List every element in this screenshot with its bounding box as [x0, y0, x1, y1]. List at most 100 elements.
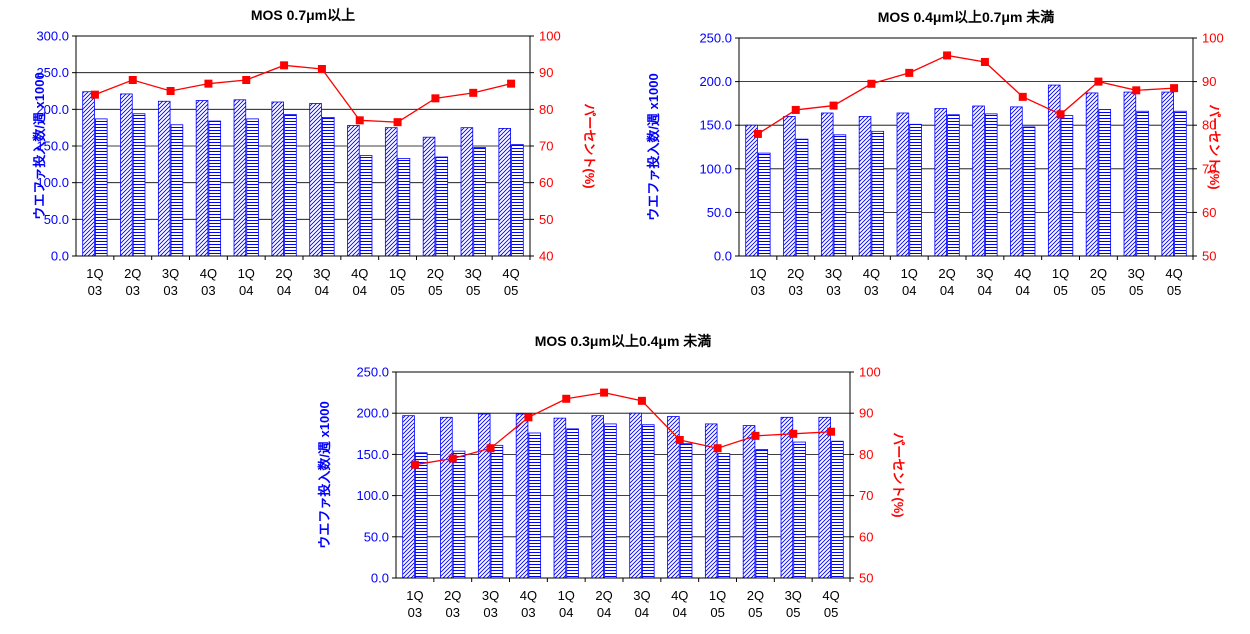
bar-diagonal-hatch [591, 415, 604, 579]
category-label: 4Q 05 [1165, 266, 1182, 298]
right-tick-label: 90 [1202, 74, 1216, 89]
category-label: 3Q 05 [1128, 266, 1145, 298]
bar-horizontal-hatch [511, 144, 524, 257]
left-tick-label: 250.0 [699, 31, 732, 46]
category-label-line: 2Q [938, 266, 955, 281]
left-tick-label: 100.0 [36, 175, 69, 190]
category-label: 3Q 05 [785, 588, 802, 620]
category-label-line: 05 [1091, 283, 1105, 298]
category-label-line: 3Q [482, 588, 499, 603]
bar-horizontal-hatch [793, 441, 806, 579]
percent-marker [1094, 77, 1103, 86]
bar-horizontal-hatch [490, 444, 504, 579]
category-label-line: 4Q [351, 266, 368, 281]
left-tick-label: 0.0 [714, 249, 732, 264]
bar-diagonal-hatch [972, 105, 985, 257]
category-label-line: 04 [673, 605, 687, 620]
bar-diagonal-hatch [347, 125, 360, 257]
category-label: 3Q 03 [825, 266, 842, 298]
right-tick-label: 90 [539, 65, 553, 80]
left-tick-label: 50.0 [44, 212, 69, 227]
left-tick-label: 50.0 [707, 205, 732, 220]
category-label: 4Q 05 [822, 588, 839, 620]
category-label-line: 1Q [238, 266, 255, 281]
bar-diagonal-hatch [629, 412, 642, 579]
chart-svg: MOS 0.7μm以上 0.0 50.0 100.0 150.0 200.0 250.0 30… [32, 7, 597, 298]
plot-frame [738, 37, 1194, 257]
percent-line [94, 64, 512, 123]
bar-diagonal-hatch [780, 416, 794, 579]
category-label: 2Q 04 [595, 588, 612, 620]
category-label-line: 03 [521, 605, 535, 620]
category-label-line: 03 [789, 283, 803, 298]
category-label: 2Q 03 [787, 266, 804, 298]
chart-title: MOS 0.4μm以上0.7μm 未満 [878, 9, 1055, 25]
bar-horizontal-hatch [871, 130, 885, 257]
category-label: 1Q 05 [709, 588, 726, 620]
bar-horizontal-hatch [284, 114, 297, 257]
right-tick-label: 80 [859, 447, 873, 462]
category-label-line: 05 [1129, 283, 1143, 298]
chart-svg: MOS 0.3μm以上0.4μm 未満 0.0 50.0 100.0 150.0 200.… [317, 333, 906, 620]
percent-marker [1132, 86, 1141, 95]
bar-diagonal-hatch [195, 100, 209, 257]
category-label-line: 1Q [749, 266, 766, 281]
category-label: 3Q 03 [482, 588, 499, 620]
category-label: 1Q 04 [558, 588, 575, 620]
bar-diagonal-hatch [271, 101, 284, 257]
category-label-line: 04 [559, 605, 573, 620]
category-label: 2Q 03 [124, 266, 141, 298]
left-tick-label: 250.0 [36, 65, 69, 80]
bar-horizontal-hatch [435, 156, 449, 257]
left-tick-label: 0.0 [371, 571, 389, 586]
category-label-line: 1Q [558, 588, 575, 603]
bar-diagonal-hatch [742, 425, 756, 579]
category-label-line: 04 [353, 283, 367, 298]
right-tick-label: 60 [859, 529, 873, 544]
percent-marker [410, 460, 419, 469]
category-label-line: 03 [826, 283, 840, 298]
percent-marker [90, 90, 99, 99]
category-label-line: 03 [88, 283, 102, 298]
bar-diagonal-hatch [1085, 92, 1099, 257]
category-label-line: 2Q [787, 266, 804, 281]
category-label: 2Q 04 [938, 266, 955, 298]
percent-marker [166, 87, 175, 95]
percent-marker [867, 79, 876, 88]
category-label-line: 03 [483, 605, 497, 620]
bar-horizontal-hatch [947, 114, 960, 257]
bar-horizontal-hatch [359, 155, 373, 257]
category-label-line: 03 [864, 283, 878, 298]
bar-diagonal-hatch [422, 136, 436, 257]
bar-horizontal-hatch [604, 423, 617, 579]
bar-diagonal-hatch [1161, 91, 1174, 257]
bar-diagonal-hatch [745, 124, 758, 257]
category-label: 4Q 04 [671, 588, 688, 620]
category-label-line: 2Q [747, 588, 764, 603]
category-label-line: 1Q [406, 588, 423, 603]
category-label: 2Q 03 [444, 588, 461, 620]
left-axis-label: ウエファ投入数/週 x1000 [317, 401, 332, 548]
chart-title: MOS 0.7μm以上 [251, 7, 355, 23]
chart-title: MOS 0.3μm以上0.4μm 未満 [535, 333, 712, 349]
category-label-line: 04 [597, 605, 611, 620]
bar-horizontal-hatch [642, 424, 655, 579]
right-tick-label: 60 [1202, 205, 1216, 220]
bar-horizontal-hatch [1022, 126, 1036, 257]
category-label-line: 05 [504, 283, 518, 298]
bar-diagonal-hatch [498, 127, 511, 257]
percent-marker [562, 394, 571, 403]
percent-marker [637, 396, 646, 405]
category-label: 4Q 03 [200, 266, 217, 298]
category-label: 2Q 05 [427, 266, 444, 298]
right-tick-label: 80 [539, 102, 553, 117]
percent-marker [448, 454, 457, 463]
percent-marker [753, 129, 762, 138]
bar-diagonal-hatch [157, 100, 171, 257]
bar-horizontal-hatch [833, 134, 847, 257]
percent-marker [789, 429, 798, 438]
category-label: 1Q 04 [901, 266, 918, 298]
category-label-line: 04 [315, 283, 329, 298]
bar-horizontal-hatch [831, 440, 844, 579]
left-tick-label: 50.0 [364, 529, 389, 544]
